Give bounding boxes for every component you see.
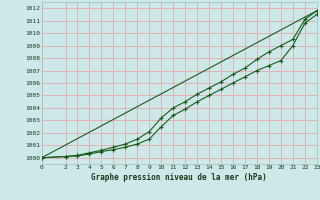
X-axis label: Graphe pression niveau de la mer (hPa): Graphe pression niveau de la mer (hPa) xyxy=(91,173,267,182)
